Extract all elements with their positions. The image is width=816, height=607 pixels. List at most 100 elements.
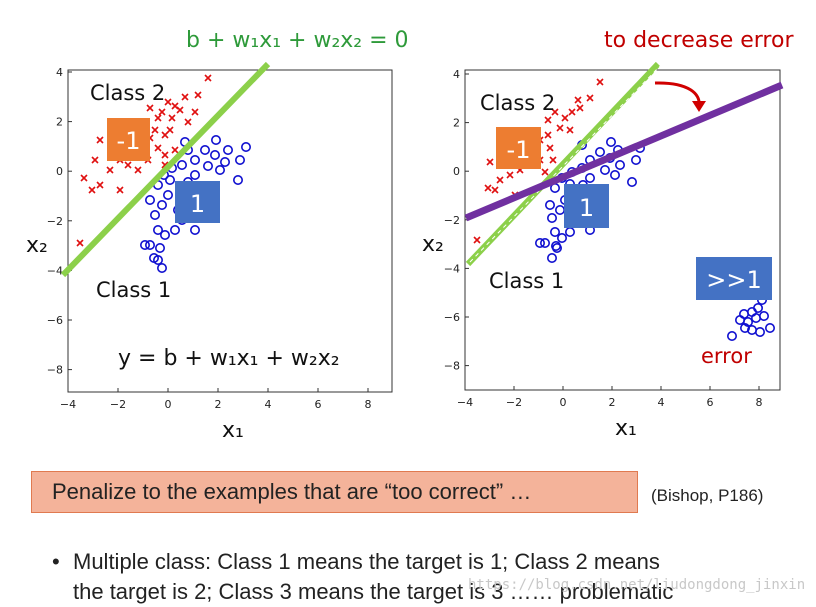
- left-cross-marker: [191, 108, 199, 116]
- right-far-circle-marker: [726, 330, 737, 341]
- left-circle-marker: [145, 195, 156, 206]
- left-cross-marker: [204, 74, 212, 82]
- left-cross-marker: [154, 144, 162, 152]
- right-cross-marker: [551, 108, 559, 116]
- left-cross-marker: [124, 161, 132, 169]
- right-cross-marker: [546, 144, 554, 152]
- right-far-circle-marker: [738, 308, 749, 319]
- left-circle-marker: [190, 155, 201, 166]
- right-error-label: error: [701, 344, 752, 368]
- left-circle-marker: [155, 243, 166, 254]
- right-far-circle-marker: [764, 322, 775, 333]
- right-circle-marker: [554, 205, 565, 216]
- right-y-tick-label: −8: [444, 360, 460, 373]
- left-y-tick-label: −8: [47, 364, 63, 377]
- red-arrow: [654, 81, 701, 105]
- right-cross-marker: [561, 114, 569, 122]
- left-cross-marker: [96, 181, 104, 189]
- penalize-text: Penalize to the examples that are “too c…: [52, 479, 532, 504]
- right-circle-marker: [539, 238, 550, 249]
- left-circle-marker: [160, 230, 171, 241]
- left-cross-marker: [164, 98, 172, 106]
- left-x-tick-label: −2: [110, 398, 126, 411]
- right-y-ticks: 4 2 0 −2 −4 −6 −8: [444, 68, 469, 373]
- right-x-tick-label: −4: [457, 396, 473, 409]
- left-circle-marker: [211, 135, 222, 146]
- right-x-tick-label: 4: [658, 396, 665, 409]
- left-xlabel: x₁: [222, 418, 244, 443]
- right-far-circle-marker: [758, 310, 769, 321]
- right-box-1: [564, 184, 609, 228]
- left-y-tick-label: −6: [47, 314, 63, 327]
- right-x-tick-label: 0: [560, 396, 567, 409]
- right-cross-marker: [541, 168, 549, 176]
- right-circle-marker: [564, 227, 575, 238]
- left-circle-marker: [241, 142, 252, 153]
- right-x-tick-label: 8: [756, 396, 763, 409]
- right-far-circle-marker: [739, 322, 750, 333]
- left-cross-marker: [158, 108, 166, 116]
- left-cross-marker: [76, 239, 84, 247]
- left-x-tick-label: 4: [265, 398, 272, 411]
- right-cross-marker: [574, 96, 582, 104]
- left-cross-marker: [168, 114, 176, 122]
- right-cross-marker: [496, 176, 504, 184]
- right-cross-marker: [544, 131, 552, 139]
- right-far-circle-marker: [734, 314, 745, 325]
- right-cross-marker: [556, 124, 564, 132]
- left-cross-marker: [171, 102, 179, 110]
- right-cross-marker: [491, 186, 499, 194]
- left-cross-marker: [154, 114, 162, 122]
- left-decision-boundary: [60, 61, 271, 278]
- left-circle-marker: [190, 170, 201, 181]
- left-circle-marker: [200, 145, 211, 156]
- left-circle-marker: [145, 240, 156, 251]
- citation: (Bishop, P186): [651, 486, 764, 505]
- watermark: https://blog.csdn.net/liudongdong_jinxin: [468, 577, 806, 593]
- left-x-ticks: −4 −2 0 2 4 6 8: [60, 388, 372, 411]
- right-cross-marker: [596, 78, 604, 86]
- right-cross-marker: [506, 171, 514, 179]
- left-cross-marker: [146, 104, 154, 112]
- left-cross-marker: [171, 146, 179, 154]
- right-cross-marker: [549, 156, 557, 164]
- right-annotation: to decrease error: [604, 28, 794, 53]
- right-box-far-text: >>1: [706, 266, 762, 294]
- right-circle-marker: [599, 165, 610, 176]
- left-circle-marker: [157, 262, 168, 273]
- right-circle-marker: [605, 137, 616, 148]
- right-box-minus1-text: -1: [507, 136, 531, 164]
- left-circle-marker: [150, 210, 161, 221]
- right-cross-marker: [568, 108, 576, 116]
- bullet-line-1: Multiple class: Class 1 means the target…: [52, 547, 673, 577]
- right-plot-frame: [464, 69, 781, 391]
- right-y-tick-label: 4: [453, 68, 460, 81]
- left-box-minus1-text: -1: [117, 127, 141, 155]
- right-box-minus1: [496, 127, 541, 169]
- right-far-circle-marker: [752, 302, 763, 313]
- right-x-tick-label: 2: [609, 396, 616, 409]
- right-circle-marker: [546, 213, 557, 224]
- left-box-1: [175, 181, 220, 223]
- right-circle-marker: [626, 177, 637, 188]
- left-circle-marker: [177, 160, 188, 171]
- right-cross-marker: [566, 126, 574, 134]
- red-arrowhead-icon: [692, 101, 706, 112]
- right-y-tick-label: 2: [453, 117, 460, 130]
- left-circle-marker: [149, 253, 160, 264]
- left-circle-marker: [140, 240, 151, 251]
- left-cross-marker: [88, 186, 96, 194]
- left-box-minus1: [107, 118, 150, 161]
- left-cross-marker: [96, 136, 104, 144]
- penalize-banner: Penalize to the examples that are “too c…: [31, 471, 638, 513]
- right-x-ticks: −4 −2 0 2 4 6 8: [457, 386, 763, 409]
- left-x-tick-label: 6: [315, 398, 322, 411]
- left-y-ticks: 4 2 0 −2 −4 −6 −8: [47, 66, 72, 377]
- left-circle-marker: [163, 190, 174, 201]
- bullet-point: Multiple class: Class 1 means the target…: [52, 547, 673, 607]
- left-circle-marker: [153, 225, 164, 236]
- left-y-tick-label: 0: [56, 165, 63, 178]
- left-circle-marker: [235, 155, 246, 166]
- left-x-tick-label: 2: [215, 398, 222, 411]
- left-x-tick-label: −4: [60, 398, 76, 411]
